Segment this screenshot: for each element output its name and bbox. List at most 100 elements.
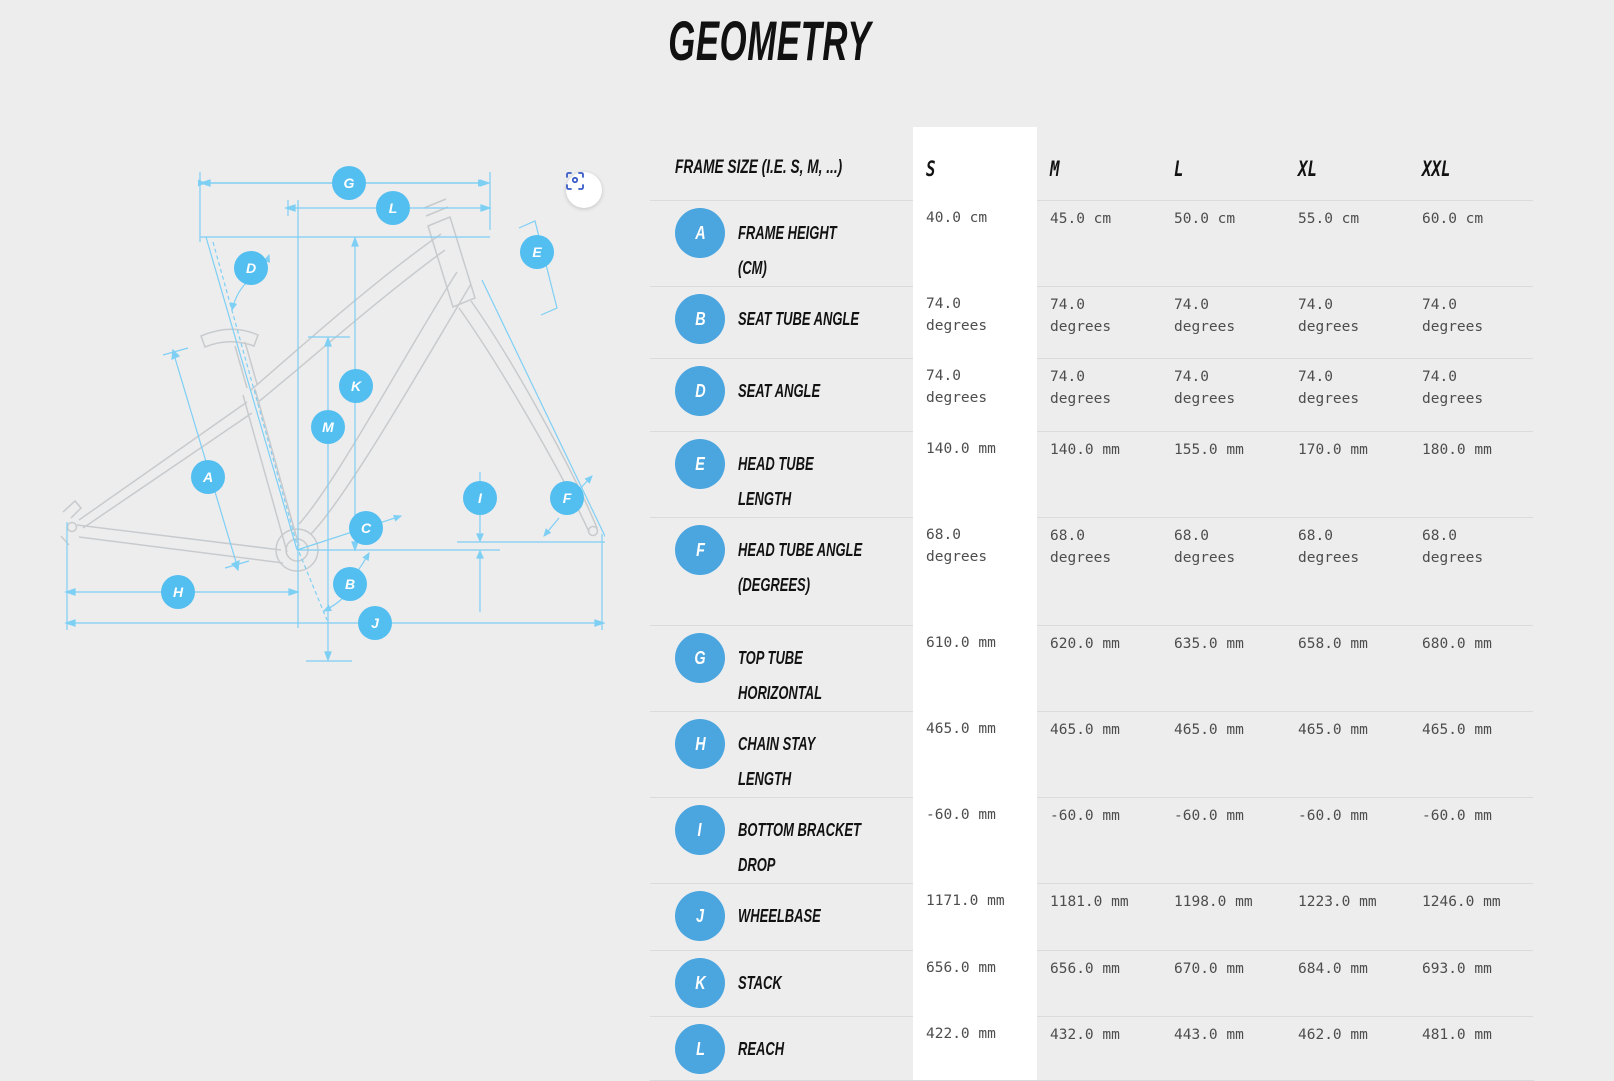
- value-cell-j-xl: 1223.0 mm: [1285, 883, 1409, 950]
- value-cell-f-m: 68.0 degrees: [1037, 517, 1161, 625]
- row-label: BOTTOM BRACKET DROP: [738, 820, 861, 875]
- value-cell-a-xxl: 60.0 cm: [1409, 200, 1533, 286]
- diagram-marker-e[interactable]: E: [520, 235, 554, 269]
- row-marker-badge: J: [675, 891, 725, 941]
- row-marker-badge: D: [675, 366, 725, 416]
- diagram-marker-c[interactable]: C: [349, 511, 383, 545]
- value-cell-i-m: -60.0 mm: [1037, 797, 1161, 883]
- value-cell-k-xxl: 693.0 mm: [1409, 950, 1533, 1016]
- column-header-l: L: [1161, 127, 1285, 200]
- table-row-l: L REACH 422.0 mm 432.0 mm 443.0 mm 462.0 mm 48…: [650, 1016, 1534, 1080]
- row-marker-badge: E: [675, 439, 725, 489]
- scan-expand-icon: [566, 172, 584, 190]
- value-cell-d-m: 74.0 degrees: [1037, 358, 1161, 431]
- value-cell-h-m: 465.0 mm: [1037, 711, 1161, 797]
- column-header-label: XL: [1298, 157, 1317, 181]
- value-cell-j-l: 1198.0 mm: [1161, 883, 1285, 950]
- value-cell-g-l: 635.0 mm: [1161, 625, 1285, 711]
- svg-text:M: M: [322, 419, 334, 435]
- row-label: FRAME HEIGHT (CM): [738, 223, 837, 278]
- value-cell-h-xl: 465.0 mm: [1285, 711, 1409, 797]
- value-cell-e-xxl: 180.0 mm: [1409, 431, 1533, 517]
- row-label: HEAD TUBE LENGTH: [738, 454, 814, 509]
- diagram-marker-h[interactable]: H: [161, 575, 195, 609]
- diagram-markers: G L D E K M A C I F B H J: [161, 166, 584, 640]
- diagram-marker-a[interactable]: A: [191, 460, 225, 494]
- diagram-marker-g[interactable]: G: [332, 166, 366, 200]
- value-cell-f-xl: 68.0 degrees: [1285, 517, 1409, 625]
- value-cell-g-xl: 658.0 mm: [1285, 625, 1409, 711]
- value-cell-k-m: 656.0 mm: [1037, 950, 1161, 1016]
- table-row-a: A FRAME HEIGHT (CM) 40.0 cm 45.0 cm 50.0 cm 5…: [650, 200, 1534, 286]
- svg-text:E: E: [532, 244, 542, 260]
- value-cell-f-l: 68.0 degrees: [1161, 517, 1285, 625]
- diagram-marker-k[interactable]: K: [339, 369, 373, 403]
- svg-text:H: H: [173, 584, 184, 600]
- diagram-marker-b[interactable]: B: [333, 567, 367, 601]
- value-cell-j-s: 1171.0 mm: [913, 883, 1037, 950]
- svg-text:I: I: [478, 490, 483, 506]
- value-cell-e-m: 140.0 mm: [1037, 431, 1161, 517]
- value-cell-a-xl: 55.0 cm: [1285, 200, 1409, 286]
- row-marker-badge: F: [675, 525, 725, 575]
- table-row-i: I BOTTOM BRACKET DROP -60.0 mm -60.0 mm -60.…: [650, 797, 1534, 883]
- value-cell-a-s: 40.0 cm: [913, 200, 1037, 286]
- row-label: SEAT TUBE ANGLE: [738, 309, 859, 329]
- bike-frame-drawing: G L D E K M A C I F B H J: [60, 166, 605, 662]
- diagram-marker-d[interactable]: D: [234, 251, 268, 285]
- value-cell-g-s: 610.0 mm: [913, 625, 1037, 711]
- svg-text:F: F: [563, 490, 572, 506]
- svg-text:C: C: [361, 520, 372, 536]
- value-cell-j-m: 1181.0 mm: [1037, 883, 1161, 950]
- diagram-marker-l[interactable]: L: [376, 191, 410, 225]
- page-title: GEOMETRY: [668, 9, 872, 72]
- column-header-label: L: [1174, 157, 1184, 181]
- table-row-f: F HEAD TUBE ANGLE (DEGREES) 68.0 degrees 68…: [650, 517, 1534, 625]
- row-marker-badge: L: [675, 1024, 725, 1074]
- table-row-g: G TOP TUBE HORIZONTAL 610.0 mm 620.0 mm 635.…: [650, 625, 1534, 711]
- diagram-marker-f[interactable]: F: [550, 481, 584, 515]
- value-cell-i-xxl: -60.0 mm: [1409, 797, 1533, 883]
- row-label: SEAT ANGLE: [738, 381, 821, 401]
- value-cell-k-s: 656.0 mm: [913, 950, 1037, 1016]
- frame-size-header: FRAME SIZE (I.E. S, M, ...): [675, 157, 843, 178]
- value-cell-i-xl: -60.0 mm: [1285, 797, 1409, 883]
- value-cell-h-s: 465.0 mm: [913, 711, 1037, 797]
- svg-text:K: K: [351, 378, 362, 394]
- column-header-label: XXL: [1422, 157, 1451, 181]
- value-cell-b-s: 74.0 degrees: [913, 286, 1037, 358]
- table-row-k: K STACK 656.0 mm 656.0 mm 670.0 mm 684.0 mm 69…: [650, 950, 1534, 1016]
- value-cell-i-l: -60.0 mm: [1161, 797, 1285, 883]
- geometry-table: FRAME SIZE (I.E. S, M, ...) S M L XL XXL A FR…: [650, 127, 1534, 1081]
- row-label: TOP TUBE HORIZONTAL: [738, 648, 822, 703]
- value-cell-e-xl: 170.0 mm: [1285, 431, 1409, 517]
- value-cell-i-s: -60.0 mm: [913, 797, 1037, 883]
- column-header-xl: XL: [1285, 127, 1409, 200]
- value-cell-d-xxl: 74.0 degrees: [1409, 358, 1533, 431]
- value-cell-l-s: 422.0 mm: [913, 1016, 1037, 1080]
- value-cell-d-l: 74.0 degrees: [1161, 358, 1285, 431]
- value-cell-g-xxl: 680.0 mm: [1409, 625, 1533, 711]
- value-cell-e-l: 155.0 mm: [1161, 431, 1285, 517]
- value-cell-j-xxl: 1246.0 mm: [1409, 883, 1533, 950]
- table-row-b: B SEAT TUBE ANGLE 74.0 degrees 74.0 degrees…: [650, 286, 1534, 358]
- value-cell-l-l: 443.0 mm: [1161, 1016, 1285, 1080]
- diagram-marker-j[interactable]: J: [358, 606, 392, 640]
- expand-diagram-button[interactable]: [566, 172, 602, 208]
- column-header-label: S: [926, 157, 936, 181]
- value-cell-d-s: 74.0 degrees: [913, 358, 1037, 431]
- diagram-marker-m[interactable]: M: [311, 410, 345, 444]
- bike-geometry-diagram: G L D E K M A C I F B H J: [45, 150, 605, 670]
- diagram-marker-i[interactable]: I: [463, 481, 497, 515]
- row-marker-badge: I: [675, 805, 725, 855]
- row-marker-badge: G: [675, 633, 725, 683]
- value-cell-l-xl: 462.0 mm: [1285, 1016, 1409, 1080]
- value-cell-b-xxl: 74.0 degrees: [1409, 286, 1533, 358]
- svg-text:A: A: [202, 469, 213, 485]
- row-marker-badge: K: [675, 958, 725, 1008]
- value-cell-k-l: 670.0 mm: [1161, 950, 1285, 1016]
- value-cell-e-s: 140.0 mm: [913, 431, 1037, 517]
- row-label: REACH: [738, 1039, 785, 1059]
- value-cell-l-m: 432.0 mm: [1037, 1016, 1161, 1080]
- row-marker-badge: H: [675, 719, 725, 769]
